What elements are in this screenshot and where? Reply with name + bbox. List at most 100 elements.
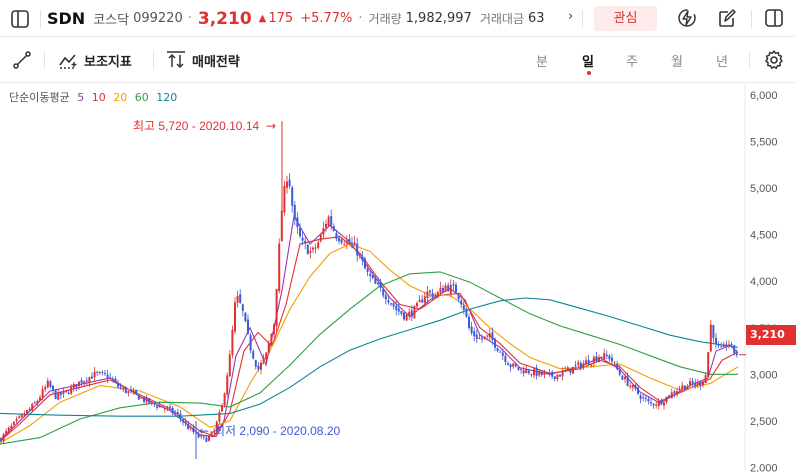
candle-body	[535, 367, 538, 377]
candle-body	[543, 373, 546, 375]
candle-down	[161, 406, 164, 408]
candle-body	[234, 302, 236, 332]
candle-down	[387, 296, 390, 305]
candle-body	[699, 382, 702, 386]
candle-up	[210, 431, 213, 436]
favorite-button[interactable]: 관심	[594, 6, 657, 31]
candle-down	[296, 211, 299, 234]
candle-up	[702, 380, 704, 388]
chevron-right-icon[interactable]: ›	[568, 9, 574, 24]
period-day-tab[interactable]: 일	[582, 55, 594, 70]
candle-up	[681, 381, 684, 393]
strategy-button[interactable]: 매매전략	[166, 49, 240, 71]
period-week-tab[interactable]: 주	[626, 55, 638, 70]
ma10-line	[0, 236, 739, 442]
candle-down	[192, 424, 195, 435]
candle-up	[163, 407, 166, 413]
candle-body	[330, 216, 333, 226]
candle-down	[169, 403, 171, 410]
candle-up	[556, 374, 559, 382]
candle-up	[158, 401, 161, 408]
candle-body	[444, 285, 447, 291]
candle-down	[652, 403, 655, 409]
candle-up	[2, 432, 5, 444]
candle-body	[31, 404, 34, 410]
candle-down	[644, 394, 647, 403]
candle-body	[228, 354, 231, 377]
candle-up	[520, 368, 522, 374]
candle-body	[75, 384, 78, 388]
lightning-icon[interactable]	[676, 7, 698, 29]
y-tick-label: 6,000	[750, 90, 778, 102]
candle-down	[569, 368, 572, 376]
candle-down	[306, 243, 309, 255]
candle-down	[332, 223, 335, 232]
low-annotation-label: 최저 2,090 - 2020.08.20	[214, 424, 340, 438]
ma-legend: 단순이동평균 5 10 20 60 120	[9, 89, 181, 105]
candle-body	[546, 372, 548, 374]
candle-body	[317, 242, 320, 248]
candle-up	[486, 335, 489, 340]
left-panel-toggle-icon[interactable]	[9, 8, 31, 30]
candle-body	[379, 282, 382, 288]
candle-down	[364, 256, 366, 269]
candle-down	[348, 234, 351, 245]
candle-down	[462, 301, 465, 315]
candle-up	[483, 336, 486, 340]
candle-down	[460, 298, 463, 309]
moving-average-lines	[0, 214, 739, 445]
candle-up	[57, 389, 60, 401]
candle-up	[530, 373, 533, 378]
candle-down	[647, 396, 650, 405]
period-minute-tab[interactable]: 분	[536, 55, 548, 70]
candle-body	[210, 431, 213, 435]
candle-body	[470, 326, 473, 334]
candle-up	[20, 413, 23, 419]
candlestick-chart[interactable]: 6,0005,5005,0004,5004,0003,5003,0002,500…	[0, 83, 796, 472]
candle-body	[707, 352, 710, 377]
candle-body	[218, 412, 221, 422]
candle-down	[400, 310, 403, 316]
candle-body	[109, 377, 112, 379]
candle-down	[540, 370, 543, 377]
candle-up	[590, 363, 593, 368]
candle-body	[530, 374, 533, 376]
edit-note-icon[interactable]	[716, 7, 738, 29]
candle-up	[65, 391, 67, 393]
candle-body	[57, 392, 60, 400]
candle-body	[561, 371, 564, 377]
period-month-tab[interactable]: 월	[671, 55, 683, 70]
candle-up	[88, 376, 91, 388]
ticker-summary: SDN 코스닥 099220 · 3,210 ▲ 175 +5.77% · 거래…	[47, 0, 567, 37]
candle-body	[491, 332, 494, 340]
candle-body	[267, 343, 270, 353]
candle-up	[267, 340, 270, 355]
drawing-tool-icon[interactable]	[11, 49, 33, 71]
candle-body	[483, 336, 486, 339]
candle-up	[642, 393, 645, 402]
candle-body	[15, 419, 18, 422]
candle-body	[559, 374, 561, 377]
candle-up	[23, 410, 26, 418]
period-year-tab[interactable]: 년	[716, 55, 728, 70]
candle-body	[306, 244, 309, 255]
stock-symbol[interactable]: SDN	[47, 9, 86, 28]
candle-down	[527, 368, 530, 375]
candle-body	[709, 324, 712, 352]
settings-gear-icon[interactable]	[763, 49, 785, 71]
indicator-button[interactable]: 보조지표	[58, 49, 132, 71]
candle-down	[600, 356, 603, 361]
y-tick-label: 4,000	[750, 276, 778, 288]
candle-body	[527, 370, 530, 374]
candle-body	[595, 356, 598, 361]
candle-up	[434, 292, 437, 299]
candle-up	[704, 372, 707, 384]
right-panel-toggle-icon[interactable]	[763, 7, 785, 29]
candle-down	[465, 307, 468, 318]
stock-code: 099220	[133, 11, 183, 26]
candle-body	[514, 364, 517, 367]
candle-body	[730, 344, 733, 345]
candle-up	[140, 396, 143, 399]
candle-body	[507, 363, 509, 365]
candle-body	[478, 338, 481, 339]
